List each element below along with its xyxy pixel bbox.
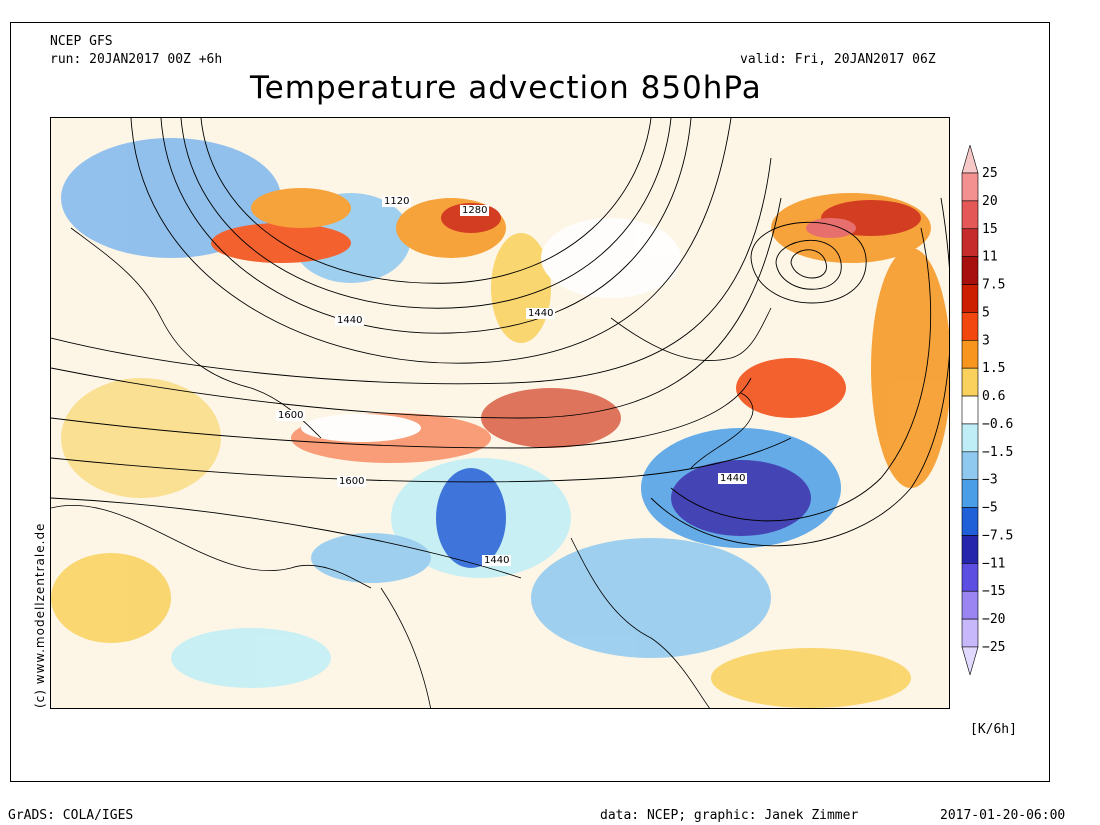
legend-label: −25: [982, 640, 1005, 655]
legend-label: 7.5: [982, 278, 1005, 293]
color-legend: 25 20 15 11 7.5 5 3 1.5 0.6 −0.6 −1.5 −3 −5 −7.5 −11 −1…: [961, 145, 1013, 675]
unit-label: [K/6h]: [970, 722, 1017, 737]
copyright-credit: (c) www.modellzentrale.de: [33, 522, 47, 708]
timestamp: 2017-01-20-06:00: [940, 808, 1066, 823]
legend-swatch: [961, 535, 979, 564]
legend-swatch: [961, 312, 979, 341]
legend-label: −7.5: [982, 528, 1013, 543]
legend-label: 0.6: [982, 389, 1005, 404]
legend-swatch: [961, 618, 979, 648]
legend-label: 25: [982, 166, 998, 181]
legend-label: 5: [982, 305, 990, 320]
legend-swatch: [961, 563, 979, 592]
legend-label: 15: [982, 222, 998, 237]
contour-label: 1120: [382, 196, 412, 207]
legend-label: 11: [982, 250, 998, 265]
legend-label: −20: [982, 612, 1005, 627]
advection-field: [51, 138, 949, 708]
grads-credit: GrADS: COLA/IGES: [8, 808, 134, 823]
legend-label: −1.5: [982, 445, 1013, 460]
legend-swatch: [961, 646, 979, 675]
legend-swatch: [961, 451, 979, 481]
contour-label: 1440: [335, 315, 365, 326]
legend-swatch: [961, 172, 979, 202]
valid-time: valid: Fri, 20JAN2017 06Z: [740, 52, 936, 67]
contour-label: 1440: [482, 555, 512, 566]
contour-label: 1600: [276, 410, 306, 421]
figure-frame: [10, 22, 1050, 782]
legend-label: 3: [982, 333, 990, 348]
model-name: NCEP GFS: [50, 34, 113, 49]
coastlines: [51, 227, 772, 708]
legend-swatch: [961, 423, 979, 453]
contour-label: 1600: [337, 476, 367, 487]
map-title: Temperature advection 850hPa: [250, 70, 762, 106]
legend-swatch: [961, 367, 979, 397]
legend-swatch: [961, 339, 979, 369]
geopotential-contours: [51, 118, 949, 579]
legend-label: 20: [982, 194, 998, 209]
contour-label: 1440: [526, 308, 556, 319]
contour-label: 1280: [460, 205, 490, 216]
legend-swatch: [961, 507, 979, 536]
legend-swatch: [961, 395, 979, 425]
legend-label: −11: [982, 556, 1005, 571]
legend-swatch: [961, 228, 979, 257]
legend-label: −15: [982, 584, 1005, 599]
map-canvas: [51, 118, 949, 708]
legend-swatch: [961, 284, 979, 313]
legend-swatch: [961, 479, 979, 508]
data-credit: data: NCEP; graphic: Janek Zimmer: [600, 808, 859, 823]
legend-label: −5: [982, 501, 998, 516]
legend-swatch: [961, 256, 979, 285]
contour-label: 1440: [718, 473, 748, 484]
legend-label: −0.6: [982, 417, 1013, 432]
legend-swatch: [961, 145, 979, 174]
legend-label: −3: [982, 473, 998, 488]
legend-swatch: [961, 590, 979, 620]
legend-swatch: [961, 200, 979, 230]
run-info: run: 20JAN2017 00Z +6h: [50, 52, 223, 67]
legend-label: 1.5: [982, 361, 1005, 376]
advection-map: 1120 1280 1440 1440 1600 1600 1440 1440: [50, 117, 950, 709]
